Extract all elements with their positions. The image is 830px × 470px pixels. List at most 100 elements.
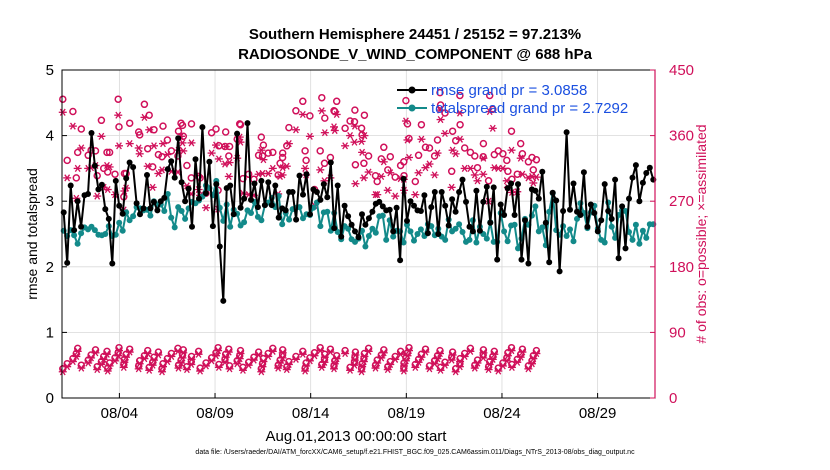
rmse-point — [556, 268, 563, 275]
obs-assimilated-point — [268, 164, 277, 172]
obs-assimilated-point — [470, 171, 479, 179]
obs-assimilated-point — [332, 355, 341, 363]
obs-assimilated-point — [466, 164, 475, 172]
star-stroke — [195, 350, 202, 358]
rmse-point — [570, 180, 577, 187]
obs-assimilated-point — [97, 360, 106, 369]
totalspread-point — [622, 208, 629, 214]
obs-assimilated-point — [91, 349, 100, 357]
obs-assimilated-point — [346, 366, 355, 374]
obs-possible-point — [318, 93, 326, 102]
star-stroke — [331, 126, 338, 135]
rmse-point — [456, 189, 463, 195]
star-stroke — [351, 122, 358, 130]
rmse-point — [431, 189, 438, 195]
obs-assimilated-point — [351, 351, 360, 359]
rmse-point — [424, 230, 431, 237]
totalspread-point — [567, 226, 573, 233]
obs-assimilated-point — [291, 355, 300, 363]
star-stroke — [365, 347, 372, 355]
rmse-point — [352, 228, 358, 235]
star-stroke — [279, 354, 286, 362]
rmse-point — [601, 181, 608, 188]
obs-possible-point — [72, 174, 81, 182]
rmse-point — [397, 257, 404, 264]
star-stroke — [155, 351, 162, 359]
obs-possible-point — [111, 170, 119, 178]
star-stroke — [208, 149, 215, 157]
star-stroke — [226, 365, 233, 373]
star-stroke — [179, 354, 186, 362]
obs-possible-point — [400, 158, 408, 166]
star-stroke — [474, 177, 481, 185]
totalspread-point — [400, 239, 407, 246]
obs-possible-point — [299, 97, 307, 106]
obs-assimilated-point — [105, 163, 114, 171]
rmse-point — [587, 201, 594, 208]
obs-possible-point — [125, 119, 134, 127]
rmse-point — [542, 219, 549, 226]
star-stroke — [426, 160, 433, 168]
rmse-point — [258, 177, 265, 184]
star-stroke — [434, 355, 441, 363]
star-stroke — [333, 110, 340, 119]
obs-possible-point — [518, 150, 527, 158]
rmse-point — [98, 181, 105, 188]
star-stroke — [351, 361, 358, 369]
obs-assimilated-point — [154, 169, 163, 178]
rmse-point — [515, 181, 521, 188]
obs-assimilated-point — [386, 169, 395, 177]
obs-assimilated-point — [379, 158, 388, 166]
obs-assimilated-point — [120, 358, 129, 366]
rmse-point — [237, 204, 244, 211]
rmse-point — [119, 210, 126, 217]
star-stroke — [175, 364, 182, 372]
obs-assimilated-point — [301, 164, 310, 172]
star-stroke — [406, 153, 412, 162]
totalspread-point — [126, 217, 133, 224]
star-stroke — [175, 168, 181, 176]
obs-assimilated-point — [479, 170, 488, 178]
star-stroke — [500, 164, 506, 172]
obs-assimilated-point — [167, 352, 176, 361]
star-stroke — [359, 148, 366, 156]
obs-possible-point — [448, 127, 457, 135]
obs-assimilated-point — [391, 355, 400, 363]
rmse-point — [91, 162, 98, 169]
obs-assimilated-point — [320, 129, 329, 137]
totalspread-point — [182, 215, 189, 222]
totalspread-point — [570, 238, 577, 245]
star-stroke — [434, 149, 441, 157]
y2-axis-label: # of obs: o=possible; ×=assimilated — [693, 124, 709, 343]
obs-possible-point — [174, 127, 183, 135]
star-stroke — [480, 349, 487, 357]
obs-possible-point — [360, 111, 369, 119]
star-stroke — [159, 166, 165, 174]
rmse-point — [407, 198, 414, 205]
obs-assimilated-point — [158, 166, 167, 174]
obs-assimilated-point — [72, 352, 81, 361]
star-stroke — [480, 354, 487, 362]
y2-tick-label: 0 — [669, 390, 677, 407]
rmse-point — [508, 180, 515, 187]
obs-possible-point — [69, 107, 77, 116]
rmse-point — [345, 213, 352, 220]
obs-assimilated-point — [102, 350, 111, 358]
star-stroke — [208, 357, 215, 365]
rmse-point — [629, 174, 636, 181]
rmse-point — [615, 255, 622, 262]
totalspread-point — [71, 232, 78, 239]
rmse-point — [459, 176, 466, 183]
obs-assimilated-point — [532, 349, 541, 358]
star-stroke — [175, 347, 181, 355]
obs-possible-point — [321, 114, 329, 122]
obs-assimilated-point — [430, 360, 439, 368]
rmse-point — [230, 211, 237, 218]
totalspread-point — [601, 239, 608, 246]
star-stroke — [104, 350, 110, 358]
totalspread-point — [300, 215, 306, 222]
totalspread-point — [164, 191, 171, 197]
obs-possible-point — [114, 95, 122, 103]
star-stroke — [59, 108, 66, 116]
star-stroke — [437, 349, 443, 358]
